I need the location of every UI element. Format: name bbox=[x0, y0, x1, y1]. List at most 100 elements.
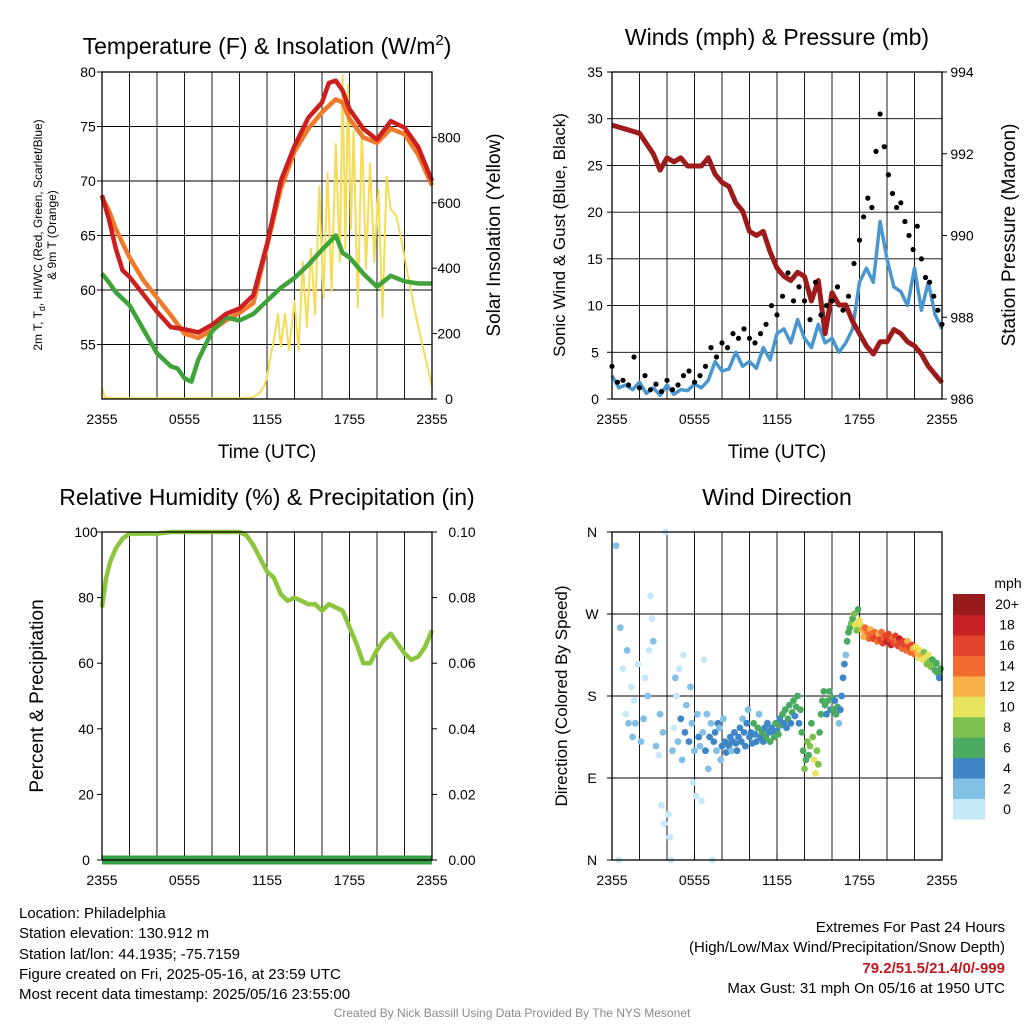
gust-point bbox=[614, 379, 621, 385]
wind-direction-point bbox=[707, 719, 715, 727]
x-axis-label: Time (UTC) bbox=[728, 442, 827, 463]
wind-direction-point bbox=[649, 637, 657, 645]
y-tick-label: 75 bbox=[80, 119, 96, 135]
colorbar-unit-label: mph bbox=[994, 575, 1021, 591]
gust-point bbox=[741, 326, 747, 332]
wind-direction-point bbox=[674, 738, 682, 745]
y-right-tick-label: 0.10 bbox=[448, 524, 475, 540]
wind-direction-point bbox=[691, 747, 698, 755]
y-tick-label: 0 bbox=[82, 852, 90, 868]
wind-direction-point bbox=[790, 697, 797, 704]
gust-point bbox=[642, 373, 648, 379]
wind-direction-point bbox=[744, 706, 752, 714]
gust-point bbox=[686, 368, 692, 374]
series-line-rh bbox=[99, 529, 435, 666]
gust-point bbox=[918, 256, 925, 262]
wind-direction-point bbox=[743, 719, 751, 727]
y-tick-label: 70 bbox=[80, 173, 96, 189]
gust-point bbox=[785, 270, 791, 276]
chart-title-main: Temperature (F) & Insolation (W/m bbox=[83, 33, 436, 59]
x-tick-label: 1755 bbox=[844, 411, 875, 427]
x-tick-label: 2355 bbox=[416, 411, 447, 427]
extremes-subtitle: (High/Low/Max Wind/Precipitation/Snow De… bbox=[689, 939, 1005, 957]
wind-direction-point bbox=[806, 742, 814, 750]
y-right-tick-label: 0.02 bbox=[448, 786, 475, 802]
wind-direction-point bbox=[630, 697, 638, 704]
y-tick-label: 0 bbox=[591, 391, 599, 407]
y-right-tick-label: 992 bbox=[950, 146, 974, 162]
wind-direction-point bbox=[682, 701, 690, 709]
y-tick-label: 20 bbox=[587, 204, 603, 220]
wind-direction-point bbox=[655, 751, 663, 759]
wind-direction-point bbox=[688, 719, 696, 727]
wind-direction-point bbox=[634, 660, 642, 668]
x-tick-label: 2355 bbox=[596, 872, 627, 888]
y-tick-label: 60 bbox=[80, 282, 96, 298]
y-tick-label: 25 bbox=[587, 157, 603, 173]
y-tick-label: N bbox=[587, 524, 597, 540]
wind-direction-point bbox=[645, 647, 653, 654]
wind-direction-point bbox=[935, 674, 943, 682]
x-tick-label: 0555 bbox=[169, 872, 200, 888]
wind-direction-point bbox=[722, 749, 730, 756]
colorbar-label: 6 bbox=[1003, 739, 1011, 755]
wind-direction-point bbox=[795, 719, 803, 727]
gust-point bbox=[647, 387, 654, 393]
gust-point bbox=[865, 195, 871, 201]
series-line-2m-t bbox=[99, 78, 435, 335]
y-label-subscript: d bbox=[37, 306, 47, 311]
wind-direction-point bbox=[835, 719, 843, 727]
gust-point bbox=[779, 293, 786, 299]
gust-point bbox=[845, 293, 852, 299]
gust-point bbox=[724, 345, 731, 351]
wind-direction-point bbox=[852, 621, 859, 629]
wind-direction-point bbox=[739, 715, 746, 723]
wind-direction-point bbox=[616, 624, 624, 632]
x-tick-label: 1155 bbox=[762, 872, 792, 888]
wind-direction-point bbox=[841, 660, 848, 668]
wind-direction-point bbox=[676, 665, 683, 673]
station-elevation: Station elevation: 130.912 m bbox=[19, 925, 210, 943]
colorbar-label: 0 bbox=[1003, 801, 1011, 817]
y-right-tick-label: 0.04 bbox=[448, 721, 475, 737]
wind-direction-point bbox=[766, 738, 774, 745]
wind-direction-point bbox=[836, 706, 844, 714]
wind-direction-point bbox=[720, 715, 727, 723]
y-tick-label: N bbox=[587, 852, 597, 868]
wind-direction-point bbox=[843, 637, 851, 645]
gust-point bbox=[834, 284, 841, 290]
y-right-axis-label: Solar Insolation (Yellow) bbox=[484, 133, 505, 336]
gust-point bbox=[898, 200, 904, 206]
wind-direction-point bbox=[637, 738, 645, 745]
wind-direction-point bbox=[731, 729, 738, 736]
wind-direction-point bbox=[809, 733, 817, 741]
y-axis-label: 2m T, Td, HI/WC (Red, Green, Scarlet/Blu… bbox=[31, 119, 59, 350]
gust-point bbox=[881, 144, 887, 150]
wind-direction-point bbox=[677, 715, 685, 723]
colorbar-swatch bbox=[953, 696, 985, 718]
wind-direction-point bbox=[700, 656, 708, 663]
chart-title: Relative Humidity (%) & Precipitation (i… bbox=[59, 484, 474, 510]
chart-title-sup: 2 bbox=[435, 32, 443, 49]
gust-point bbox=[730, 331, 736, 337]
wind-direction-point bbox=[666, 833, 674, 841]
winds-chart: 2355 0555 1155 1755 2355 0 5 10 15 20 25 30 35 986 988… bbox=[550, 24, 1020, 463]
colorbar-label: 14 bbox=[999, 658, 1015, 674]
gust-point bbox=[768, 303, 775, 309]
wind-direction-point bbox=[692, 792, 700, 800]
wind-direction-point bbox=[812, 770, 819, 777]
gust-point bbox=[796, 284, 802, 290]
colorbar-swatch bbox=[953, 757, 985, 779]
wind-direction-point bbox=[659, 729, 667, 736]
figure-created: Figure created on Fri, 2025-05-16, at 23… bbox=[19, 965, 341, 983]
wind-direction-point bbox=[754, 724, 762, 732]
wind-direction-point bbox=[647, 592, 654, 600]
wind-direction-point bbox=[801, 765, 808, 773]
wind-direction-point bbox=[799, 747, 807, 755]
wind-direction-point bbox=[652, 742, 660, 750]
credit-line: Created By Nick Bassill Using Data Provi… bbox=[333, 1006, 691, 1020]
temperature-chart: 2355 0555 1155 1755 235555606570758002004006… bbox=[31, 32, 505, 463]
plot-frame bbox=[611, 71, 943, 400]
gust-point bbox=[861, 214, 867, 220]
